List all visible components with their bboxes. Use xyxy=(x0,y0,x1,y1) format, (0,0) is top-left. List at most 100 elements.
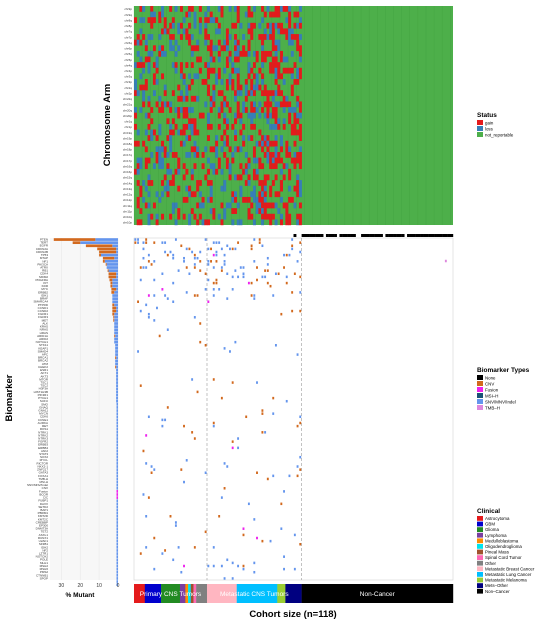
biomarker-cell xyxy=(291,309,294,313)
percent-mutant-bar xyxy=(116,468,118,471)
heatmap-cell xyxy=(298,180,302,186)
percent-mutant-bar xyxy=(116,275,118,279)
biomarker-cell xyxy=(161,424,164,428)
heatmap-cell xyxy=(193,191,197,198)
percent-mutant-tick-label: 10 xyxy=(96,583,102,589)
percent-mutant-tick-label: 30 xyxy=(59,583,65,589)
biomarker-label: JAK2 xyxy=(41,449,49,453)
heatmap-cell xyxy=(293,112,297,119)
biomarker-cell xyxy=(204,272,207,276)
heatmap-cell xyxy=(266,213,270,220)
biomarker-cell xyxy=(191,250,194,254)
heatmap-cell xyxy=(263,101,267,108)
heatmap-cell xyxy=(209,180,213,186)
chromosome-arm-label: chr20q xyxy=(123,108,133,112)
biomarker-cell xyxy=(299,250,302,254)
heatmap-cell xyxy=(215,146,219,153)
heatmap-cell xyxy=(220,202,224,209)
heatmap-cell xyxy=(206,135,210,141)
chromosome-arm-label: chr6p xyxy=(124,47,132,51)
heatmap-cell xyxy=(171,17,175,24)
heatmap-cell xyxy=(266,34,270,40)
heatmap-cell xyxy=(193,140,197,147)
heatmap-cell xyxy=(247,180,251,186)
heatmap-cell xyxy=(212,67,216,74)
chromosome-arm-axis-title: Chromosome Arm xyxy=(102,84,113,167)
heatmap-cell xyxy=(150,22,154,29)
heatmap-cell xyxy=(236,45,240,52)
biomarker-label: TP53 xyxy=(41,253,49,257)
heatmap-cell xyxy=(285,95,289,102)
presence-strip-cell xyxy=(361,234,364,237)
heatmap-cell xyxy=(217,157,221,164)
biomarker-cell xyxy=(145,238,148,241)
presence-strip-cell xyxy=(425,234,429,237)
biomarker-label: KRAS xyxy=(40,325,48,329)
biomarker-cell xyxy=(223,260,226,263)
heatmap-cell xyxy=(252,62,256,68)
heatmap-cell xyxy=(266,95,270,102)
heatmap-cell xyxy=(279,6,283,12)
heatmap-cell xyxy=(217,28,221,35)
mutation-presence-strip xyxy=(293,234,454,237)
percent-mutant-bar xyxy=(112,306,117,310)
biomarker-label: CTNNB1 xyxy=(36,573,48,577)
biomarker-cell xyxy=(272,474,275,478)
heatmap-cell xyxy=(204,219,208,226)
heatmap-cell xyxy=(296,112,300,119)
heatmap-cell xyxy=(161,101,165,108)
clinical-legend-label: Metastatic Lung Cancer xyxy=(485,572,532,577)
heatmap-cell xyxy=(242,168,246,175)
heatmap-cell xyxy=(261,73,265,80)
heatmap-cell xyxy=(285,67,289,74)
heatmap-cell xyxy=(236,17,240,24)
heatmap-cell xyxy=(236,107,240,113)
heatmap-cell xyxy=(252,196,256,203)
heatmap-cell xyxy=(212,146,216,153)
heatmap-cell xyxy=(177,112,181,119)
status-legend-label: loss xyxy=(485,126,494,131)
heatmap-cell xyxy=(193,11,197,18)
heatmap-cell xyxy=(206,84,210,91)
heatmap-cell xyxy=(209,123,213,130)
heatmap-cell xyxy=(234,129,238,136)
biomarker-cell xyxy=(261,431,264,434)
heatmap-cell xyxy=(217,213,221,220)
heatmap-cell xyxy=(282,118,286,125)
biomarker-cell xyxy=(231,275,234,279)
heatmap-cell xyxy=(150,50,154,57)
heatmap-cell xyxy=(169,180,173,186)
heatmap-cell xyxy=(161,45,165,52)
status-legend-label: not_reportable xyxy=(485,132,514,137)
heatmap-cell xyxy=(198,28,202,35)
heatmap-cell xyxy=(152,62,156,68)
heatmap-cell xyxy=(242,107,246,113)
heatmap-cell xyxy=(266,135,270,141)
chromosome-arm-label: chr11q xyxy=(123,204,132,208)
heatmap-cell xyxy=(163,152,167,158)
heatmap-cell xyxy=(247,6,251,12)
biomarker-cell xyxy=(212,564,215,568)
percent-mutant-bar xyxy=(116,580,118,583)
heatmap-cell xyxy=(215,28,219,35)
heatmap-cell xyxy=(225,45,229,52)
heatmap-cell xyxy=(298,107,302,113)
heatmap-cell xyxy=(182,107,186,113)
heatmap-cell xyxy=(161,50,165,57)
biomarker-cell xyxy=(245,415,248,419)
biomarker-cell xyxy=(253,570,256,574)
biomarker-cell xyxy=(288,253,291,257)
biomarker-label: TMB-H xyxy=(39,477,49,481)
biomarker-cell xyxy=(139,384,142,387)
heatmap-cell xyxy=(142,62,146,68)
heatmap-cell xyxy=(282,6,286,12)
heatmap-cell xyxy=(293,129,297,136)
percent-mutant-bar xyxy=(116,387,118,391)
heatmap-cell xyxy=(152,17,156,24)
heatmap-cell xyxy=(234,67,238,74)
biomarker-cell xyxy=(218,515,221,518)
clinical-legend: ClinicalAstrocytomaGBMGliomaLymphomaMedu… xyxy=(477,508,535,594)
biomarker-label: MYCN xyxy=(39,412,48,416)
percent-mutant-bar xyxy=(116,483,118,487)
heatmap-cell xyxy=(228,79,232,85)
